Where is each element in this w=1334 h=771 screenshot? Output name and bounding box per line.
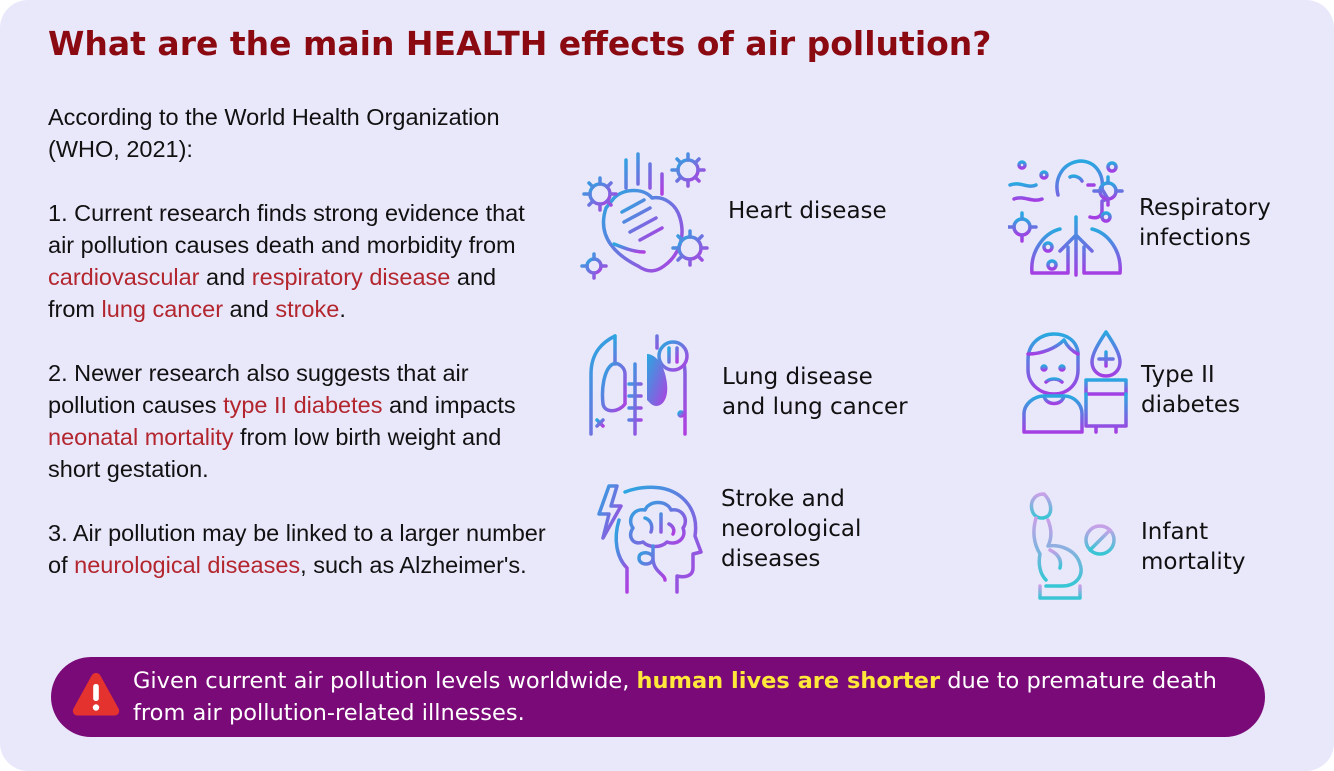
heart-virus-icon <box>580 152 709 280</box>
point-1-text: and <box>223 296 276 322</box>
intro-paragraph: According to the World Health Organizati… <box>48 101 548 165</box>
banner-highlight: human lives are shorter <box>636 668 941 694</box>
banner-text: due to premature death from air pollutio… <box>133 668 1217 726</box>
effect-label-line: and lung cancer <box>722 394 908 420</box>
point-1-text: and from <box>48 264 497 322</box>
effect-label-line: mortality <box>1141 549 1246 575</box>
point-3-text: , such as Alzheimer's. <box>300 552 527 578</box>
point-1-text: . <box>339 296 346 322</box>
effect-infant-mortality: Infant mortality <box>1026 490 1266 602</box>
effect-label-line: Respiratory <box>1139 195 1271 221</box>
brain-stroke-icon <box>597 484 703 594</box>
effect-label-stroke-neurological: Stroke and neorological diseases <box>721 484 861 574</box>
effect-label-line: Heart disease <box>728 198 887 224</box>
point-2-text: 2. Newer research also suggests that air… <box>48 360 469 418</box>
effect-label-respiratory-infections: Respiratory infections <box>1139 193 1271 253</box>
lung-cancer-icon <box>589 334 689 436</box>
premature-death-banner: Given current air pollution levels world… <box>51 657 1265 737</box>
term-neonatal-mortality: neonatal mortality <box>48 424 234 450</box>
warning-icon <box>72 673 120 716</box>
pregnancy-mortality-icon <box>1029 492 1116 600</box>
effect-label-type-2-diabetes: Type II diabetes <box>1141 360 1240 420</box>
who-summary: According to the World Health Organizati… <box>48 101 548 613</box>
effect-label-line: Infant <box>1141 519 1209 545</box>
banner-message: Given current air pollution levels world… <box>133 665 1243 729</box>
term-type-2-diabetes: type II diabetes <box>223 392 383 418</box>
effect-type-2-diabetes: Type II diabetes <box>1020 330 1280 435</box>
effect-label-heart-disease: Heart disease <box>728 196 887 226</box>
effect-label-line: neorological <box>721 516 862 542</box>
effect-label-lung-disease: Lung disease and lung cancer <box>722 362 908 422</box>
page-title: What are the main HEALTH effects of air … <box>48 24 992 63</box>
intro-line-1: According to the World Health Organizati… <box>48 104 500 130</box>
term-respiratory-disease: respiratory disease <box>251 264 451 290</box>
effect-label-line: Type II <box>1141 362 1215 388</box>
point-2: 2. Newer research also suggests that air… <box>48 357 548 485</box>
term-cardiovascular: cardiovascular <box>48 264 200 290</box>
effect-label-infant-mortality: Infant mortality <box>1141 517 1245 577</box>
term-neurological-diseases: neurological diseases <box>74 552 301 578</box>
effect-label-line: diseases <box>721 546 821 572</box>
effect-label-line: Lung disease <box>722 364 873 390</box>
point-2-text: from low birth weight and short gestatio… <box>48 424 502 482</box>
point-3: 3. Air pollution may be linked to a larg… <box>48 517 548 581</box>
effect-heart-disease: Heart disease <box>578 148 908 283</box>
term-stroke: stroke <box>275 296 340 322</box>
effect-stroke-neurological: Stroke and neorological diseases <box>595 484 925 594</box>
effect-label-line: Stroke and <box>721 486 845 512</box>
point-1-text: 1. Current research finds strong evidenc… <box>48 200 525 258</box>
point-3-text: 3. Air pollution may be linked to a larg… <box>48 520 546 578</box>
term-lung-cancer: lung cancer <box>101 296 224 322</box>
effect-label-line: infections <box>1139 225 1251 251</box>
point-2-text: and impacts <box>382 392 516 418</box>
effect-lung-disease: Lung disease and lung cancer <box>585 334 925 439</box>
effect-label-line: diabetes <box>1141 392 1240 418</box>
intro-line-2: (WHO, 2021): <box>48 136 193 162</box>
respiratory-infection-icon <box>1008 159 1124 277</box>
effect-respiratory-infections: Respiratory infections <box>1008 155 1308 280</box>
point-1: 1. Current research finds strong evidenc… <box>48 197 548 325</box>
banner-text: Given current air pollution levels world… <box>133 668 637 694</box>
point-1-text: and <box>199 264 252 290</box>
diabetes-icon <box>1022 330 1128 434</box>
